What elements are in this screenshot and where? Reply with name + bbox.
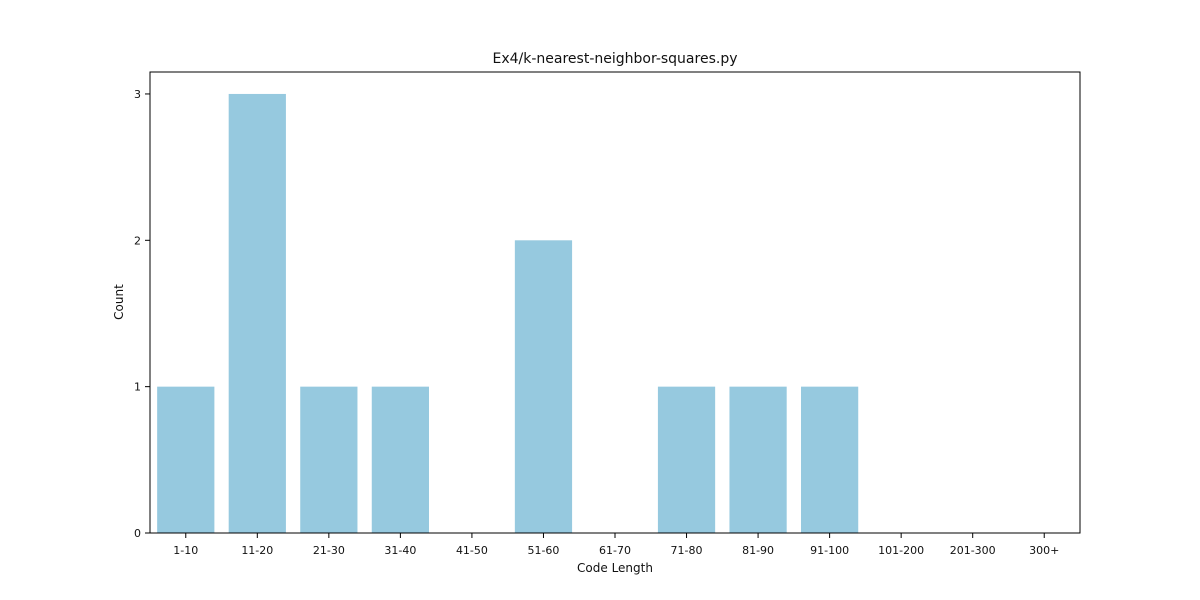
x-axis-label: Code Length <box>577 561 653 575</box>
bar-91-100 <box>801 386 859 533</box>
bars-layer <box>157 93 859 534</box>
x-tick-label-11-20: 11-20 <box>241 544 273 557</box>
x-tick-label-31-40: 31-40 <box>384 544 416 557</box>
y-tick-label-3: 3 <box>134 88 141 101</box>
x-tick-label-91-100: 91-100 <box>810 544 849 557</box>
bar-11-20 <box>228 93 286 533</box>
x-tick-label-300+: 300+ <box>1029 544 1059 557</box>
bar-51-60 <box>514 240 573 534</box>
bar-31-40 <box>371 386 429 533</box>
chart-title: Ex4/k-nearest-neighbor-squares.py <box>493 51 738 67</box>
bar-71-80 <box>657 386 716 533</box>
x-tick-label-61-70: 61-70 <box>599 544 631 557</box>
x-tick-label-101-200: 101-200 <box>878 544 924 557</box>
x-tick-label-81-90: 81-90 <box>742 544 774 557</box>
bar-81-90 <box>729 386 787 533</box>
bar-1-10 <box>157 386 215 533</box>
y-tick-label-1: 1 <box>134 381 141 394</box>
x-tick-label-201-300: 201-300 <box>950 544 996 557</box>
y-axis-label: Count <box>112 284 126 320</box>
x-tick-label-1-10: 1-10 <box>173 544 198 557</box>
x-axis: 1-10 11-20 21-30 31-40 41-50 51-60 61-70 71-80 8… <box>173 533 1059 557</box>
bar-21-30 <box>300 386 358 533</box>
plot-frame <box>149 71 1081 534</box>
x-tick-label-51-60: 51-60 <box>527 544 559 557</box>
y-tick-label-2: 2 <box>134 234 141 247</box>
y-tick-label-0: 0 <box>134 527 141 540</box>
x-tick-label-41-50: 41-50 <box>456 544 488 557</box>
x-tick-label-71-80: 71-80 <box>671 544 703 557</box>
x-tick-label-21-30: 21-30 <box>313 544 345 557</box>
y-axis: 0 1 2 3 <box>134 88 150 540</box>
